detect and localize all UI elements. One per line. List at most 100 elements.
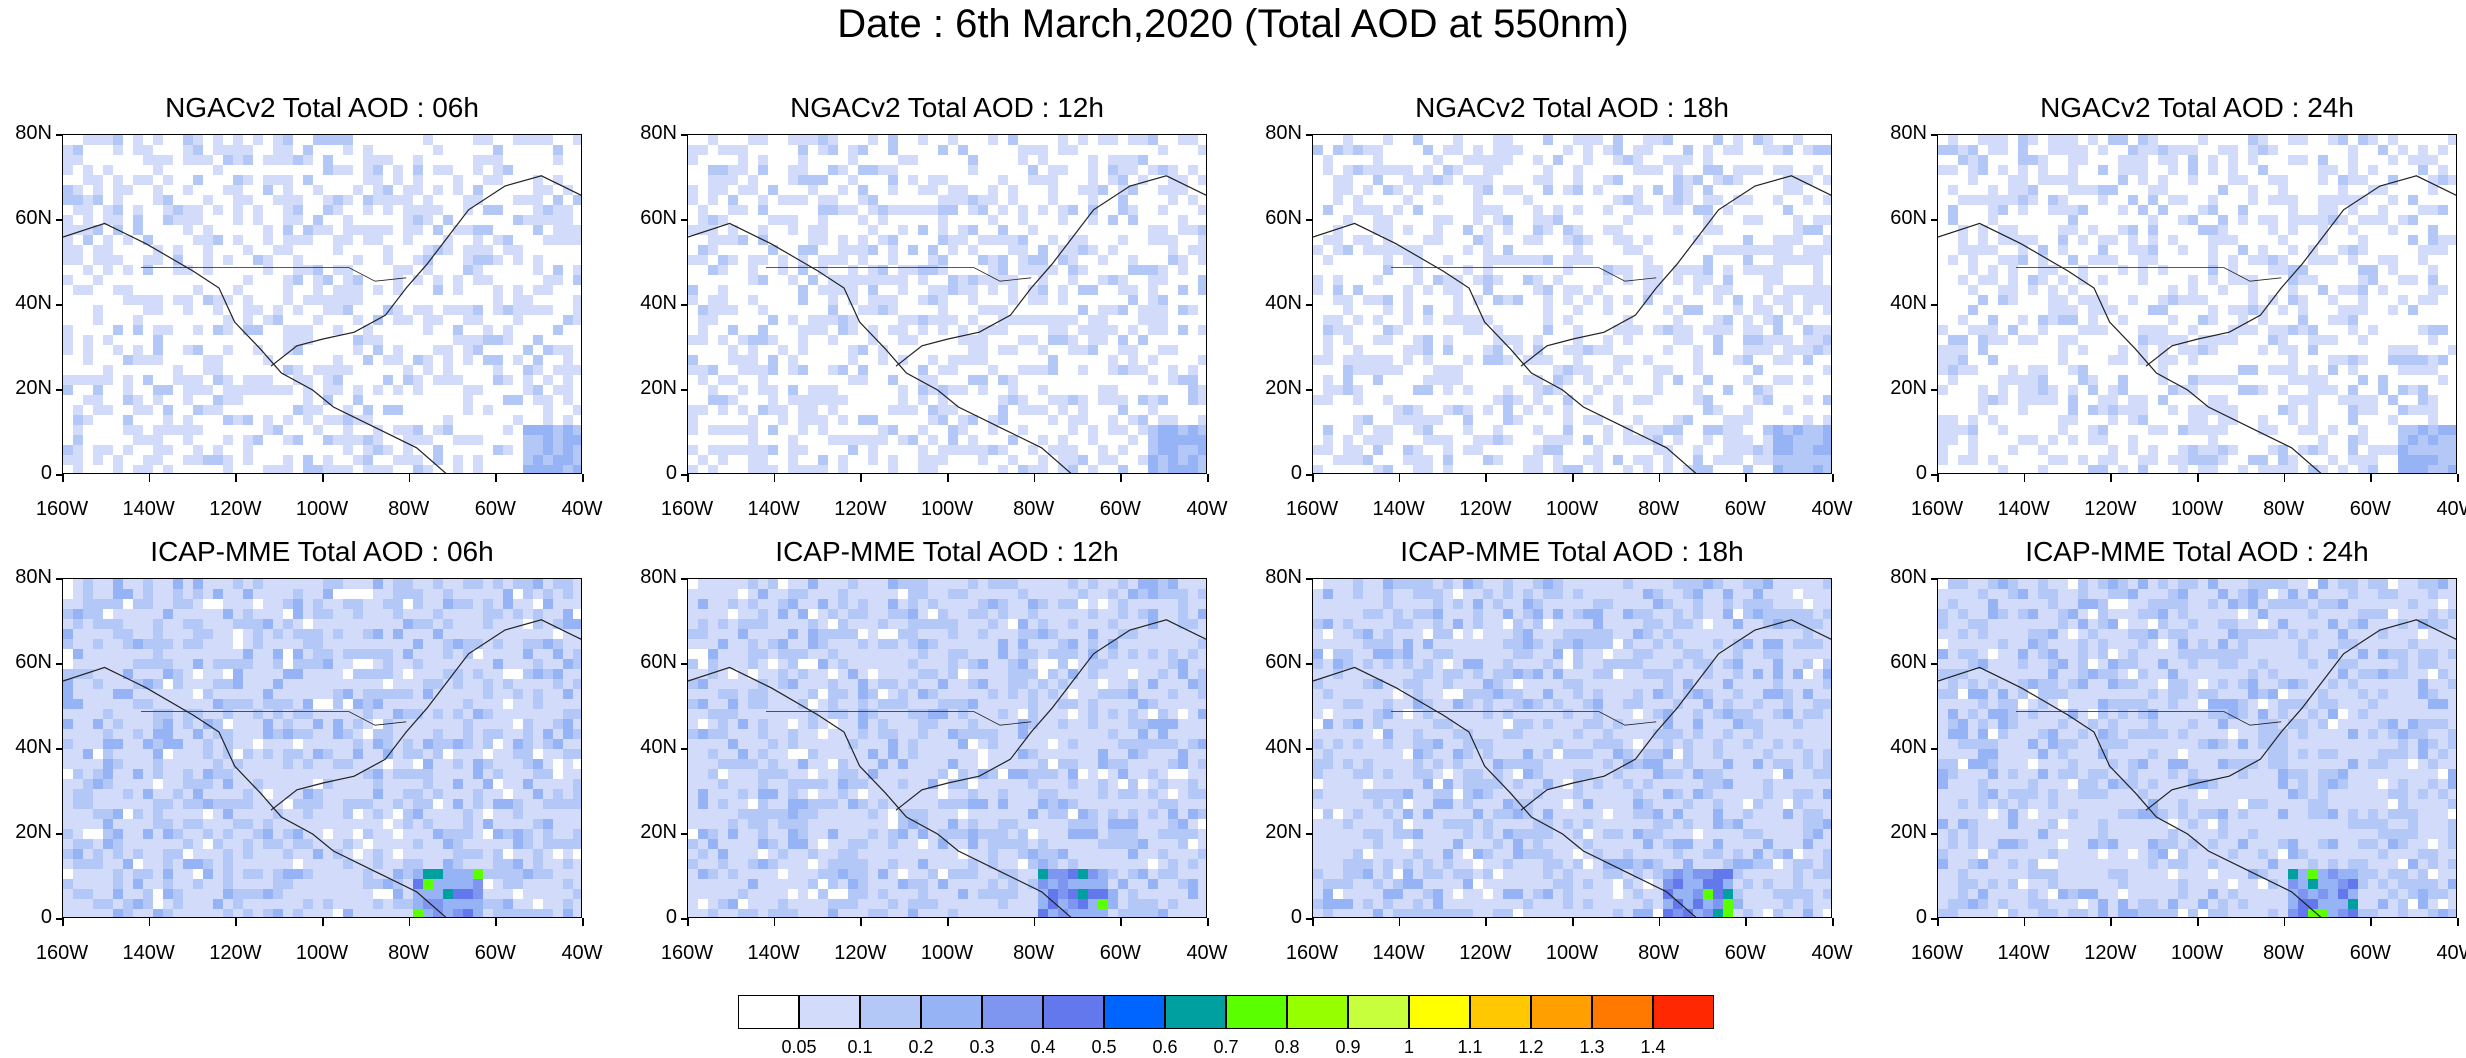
lat-tick-label: 0: [0, 462, 52, 485]
lon-tick-label: 120W: [825, 498, 895, 521]
lon-tick-label: 60W: [1710, 498, 1780, 521]
lon-tick-label: 40W: [547, 498, 617, 521]
lat-tick-label: 60N: [621, 207, 677, 230]
lon-tick: [1572, 474, 1574, 482]
lon-tick: [2197, 918, 2199, 926]
aod-map: [62, 578, 582, 918]
lat-tick-label: 0: [621, 462, 677, 485]
lat-tick: [1931, 389, 1937, 391]
lat-tick-label: 20N: [621, 821, 677, 844]
panel-title: NGACv2 Total AOD : 12h: [687, 92, 1207, 124]
panel-title: ICAP-MME Total AOD : 06h: [62, 536, 582, 568]
lon-tick-label: 140W: [1364, 498, 1434, 521]
lon-tick: [2110, 918, 2112, 926]
lat-tick-label: 40N: [621, 292, 677, 315]
aod-map: [1312, 134, 1832, 474]
lon-tick: [860, 918, 862, 926]
lon-tick-label: 120W: [200, 942, 270, 965]
lon-tick: [1485, 918, 1487, 926]
lon-tick-label: 40W: [547, 942, 617, 965]
lon-tick: [1034, 474, 1036, 482]
lon-tick: [1832, 474, 1834, 482]
lon-tick-label: 120W: [1450, 942, 1520, 965]
lat-tick-label: 20N: [0, 377, 52, 400]
lon-tick-label: 100W: [1537, 498, 1607, 521]
colorbar-label: 0.4: [1013, 1037, 1073, 1058]
lon-tick: [774, 918, 776, 926]
lat-tick-label: 40N: [1246, 736, 1302, 759]
lon-tick: [860, 474, 862, 482]
lat-tick-label: 80N: [621, 566, 677, 589]
lon-tick-label: 60W: [2335, 498, 2405, 521]
lon-tick: [1120, 474, 1122, 482]
lon-tick: [582, 918, 584, 926]
lon-tick-label: 160W: [652, 498, 722, 521]
lon-tick: [1745, 918, 1747, 926]
lon-tick-label: 160W: [27, 498, 97, 521]
colorbar-swatch: [1043, 995, 1104, 1029]
lat-tick-label: 80N: [1246, 566, 1302, 589]
lon-tick: [774, 474, 776, 482]
colorbar-label: 0.2: [891, 1037, 951, 1058]
lon-tick: [1207, 918, 1209, 926]
lon-tick-label: 40W: [1172, 942, 1242, 965]
lat-tick: [681, 663, 687, 665]
lat-tick-label: 80N: [1871, 122, 1927, 145]
lat-tick: [1931, 304, 1937, 306]
aod-map: [62, 134, 582, 474]
lon-tick-label: 60W: [460, 942, 530, 965]
lon-tick-label: 40W: [1172, 498, 1242, 521]
lon-tick-label: 80W: [1624, 498, 1694, 521]
lon-tick-label: 80W: [374, 498, 444, 521]
lon-tick: [947, 474, 949, 482]
lon-tick: [409, 474, 411, 482]
lon-tick: [1937, 474, 1939, 482]
lat-tick: [681, 578, 687, 580]
lat-tick-label: 0: [1246, 462, 1302, 485]
lat-tick: [1306, 304, 1312, 306]
lat-tick-label: 20N: [1871, 821, 1927, 844]
lon-tick: [2110, 474, 2112, 482]
lat-tick-label: 60N: [621, 651, 677, 674]
lon-tick-label: 100W: [287, 942, 357, 965]
lat-tick: [1931, 748, 1937, 750]
lon-tick-label: 100W: [2162, 498, 2232, 521]
lon-tick-label: 100W: [287, 498, 357, 521]
lon-tick-label: 120W: [1450, 498, 1520, 521]
lon-tick-label: 80W: [374, 942, 444, 965]
lat-tick: [681, 748, 687, 750]
colorbar-label: 0.9: [1318, 1037, 1378, 1058]
lat-tick-label: 0: [621, 906, 677, 929]
lat-tick: [56, 748, 62, 750]
lon-tick: [582, 474, 584, 482]
lon-tick-label: 40W: [1797, 498, 1867, 521]
lat-tick-label: 60N: [1871, 207, 1927, 230]
lat-tick-label: 80N: [1871, 566, 1927, 589]
lon-tick-label: 120W: [2075, 498, 2145, 521]
lon-tick-label: 160W: [1277, 942, 1347, 965]
lat-tick: [1306, 833, 1312, 835]
colorbar-label: 1: [1379, 1037, 1439, 1058]
lat-tick: [681, 219, 687, 221]
lon-tick: [1832, 918, 1834, 926]
lon-tick-label: 80W: [2249, 942, 2319, 965]
lat-tick-label: 40N: [1871, 736, 1927, 759]
lat-tick: [1306, 134, 1312, 136]
lat-tick: [681, 134, 687, 136]
lon-tick-label: 160W: [27, 942, 97, 965]
lat-tick: [56, 219, 62, 221]
lat-tick-label: 60N: [1246, 207, 1302, 230]
colorbar-label: 0.05: [769, 1037, 829, 1058]
panel-title: NGACv2 Total AOD : 06h: [62, 92, 582, 124]
colorbar-label: 0.1: [830, 1037, 890, 1058]
colorbar-label: 0.6: [1135, 1037, 1195, 1058]
lat-tick-label: 40N: [0, 292, 52, 315]
colorbar-swatch: [860, 995, 921, 1029]
lat-tick-label: 40N: [1246, 292, 1302, 315]
lat-tick-label: 20N: [0, 821, 52, 844]
colorbar-swatch: [1348, 995, 1409, 1029]
lat-tick: [56, 304, 62, 306]
panel-title: ICAP-MME Total AOD : 18h: [1312, 536, 1832, 568]
lon-tick: [1399, 474, 1401, 482]
